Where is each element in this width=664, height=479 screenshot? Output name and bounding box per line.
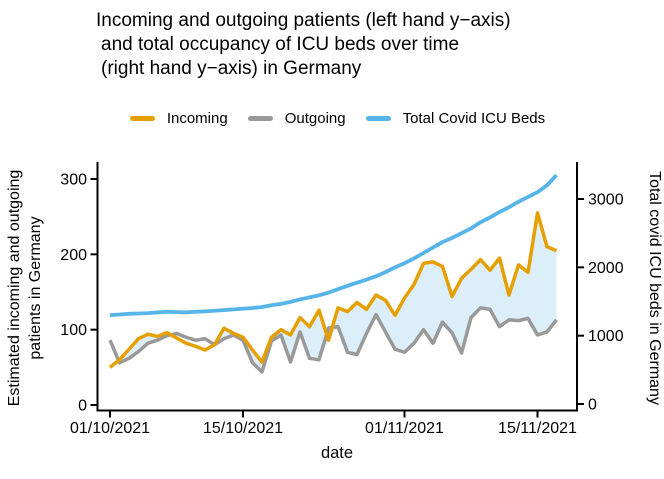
left-axis-title-line1: Estimated incoming and outgoing [6,170,23,407]
legend-item-total-beds: Total Covid ICU Beds [365,109,546,127]
legend-label-total-beds: Total Covid ICU Beds [402,109,546,127]
right-axis-tick-label: 0 [588,397,597,414]
legend-label-outgoing: Outgoing [284,109,346,127]
x-axis-tick-label: 01/11/2021 [365,420,444,437]
legend-item-incoming: Incoming [129,109,228,127]
total-icu-beds-line [109,173,558,318]
left-axis-title-line2: patients in Germany [27,216,44,359]
x-axis-tick-label: 01/10/2021 [70,420,150,437]
chart-title-line3: (right hand y−axis) in Germany [101,58,362,79]
chart-title: Incoming and outgoing patients (left han… [96,9,511,81]
right-axis-tick-label: 3000 [588,192,624,209]
chart-title-line1: Incoming and outgoing patients (left han… [96,10,511,31]
right-axis-tick-label: 1000 [588,328,624,345]
legend-label-incoming: Incoming [166,109,228,127]
ribbon-incoming-minus-outgoing [110,212,557,372]
left-axis-tick-label: 100 [60,322,87,339]
x-axis-tick-label: 15/10/2021 [203,420,283,437]
x-axis-tick-label: 15/11/2021 [498,420,577,437]
legend-item-outgoing: Outgoing [247,109,346,127]
legend: Incoming Outgoing Total Covid ICU Beds [98,105,577,131]
incoming-line [108,211,558,369]
series-group [108,173,558,374]
right-axis-tick-label: 2000 [588,260,624,277]
chart-title-line2: and total occupancy of ICU beds over tim… [101,34,460,55]
right-axis-title: Total covid ICU beds in Germany [646,171,663,405]
left-axis-tick-label: 300 [60,172,87,189]
total-beds-line-swatch-icon [365,115,391,121]
left-axis-tick-label: 0 [78,398,87,415]
x-axis-title: date [321,444,353,462]
incoming-line-swatch-icon [129,115,155,121]
left-axis-tick-label: 200 [60,247,87,264]
axes-group [96,162,578,412]
outgoing-line-swatch-icon [247,115,273,121]
